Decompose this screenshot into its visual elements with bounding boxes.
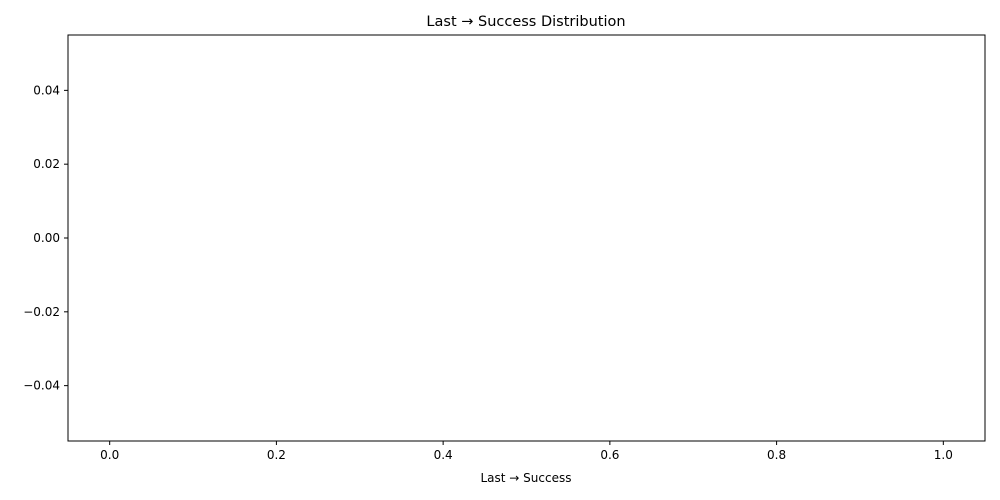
y-tick-label: 0.00	[33, 231, 60, 245]
y-tick-label: −0.04	[23, 379, 60, 393]
y-tick-label: 0.04	[33, 83, 60, 97]
y-tick-label: −0.02	[23, 305, 60, 319]
x-axis: 0.0 0.2 0.4 0.6 0.8 1.0	[100, 441, 953, 462]
chart-title: Last → Success Distribution	[426, 14, 625, 30]
x-axis-label: Last → Success	[481, 471, 572, 485]
plot-area	[67, 34, 986, 442]
y-tick-label: 0.02	[33, 157, 60, 171]
x-tick-label: 0.0	[100, 448, 119, 462]
x-tick-label: 0.4	[434, 448, 453, 462]
x-tick-label: 1.0	[934, 448, 953, 462]
y-axis: 0.04 0.02 0.00 −0.02 −0.04	[23, 83, 68, 393]
x-tick-label: 0.6	[600, 448, 619, 462]
x-tick-label: 0.2	[267, 448, 286, 462]
x-tick-label: 0.8	[767, 448, 786, 462]
